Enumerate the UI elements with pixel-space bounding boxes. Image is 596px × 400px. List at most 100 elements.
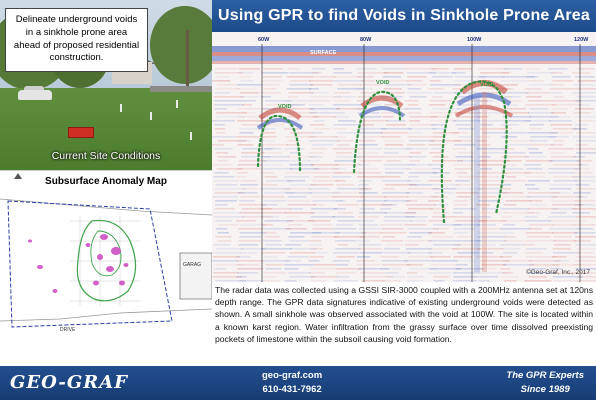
radar-texture bbox=[529, 264, 560, 266]
radar-texture bbox=[577, 104, 590, 106]
radar-texture bbox=[407, 112, 421, 114]
radar-texture bbox=[454, 140, 473, 142]
radar-texture bbox=[504, 96, 521, 98]
radar-texture bbox=[384, 212, 416, 214]
radar-texture bbox=[360, 92, 378, 94]
phone-number[interactable]: 610-431-7962 bbox=[262, 384, 322, 395]
radar-texture bbox=[358, 132, 383, 134]
radar-texture bbox=[238, 240, 262, 242]
radar-texture bbox=[433, 204, 448, 206]
radar-texture bbox=[382, 68, 405, 70]
radar-texture bbox=[501, 136, 518, 138]
radar-texture bbox=[505, 160, 522, 162]
radar-texture bbox=[455, 192, 479, 194]
radar-texture bbox=[477, 216, 491, 218]
radar-texture bbox=[428, 232, 445, 234]
radar-texture bbox=[551, 192, 571, 194]
radar-texture bbox=[380, 208, 392, 210]
radar-texture bbox=[553, 176, 581, 178]
radar-texture bbox=[550, 144, 564, 146]
radar-texture bbox=[287, 140, 301, 142]
radar-texture bbox=[428, 200, 440, 202]
radar-texture bbox=[406, 280, 424, 282]
radar-texture bbox=[285, 212, 315, 214]
radar-texture bbox=[288, 104, 305, 106]
marker-label-80w: 80W bbox=[360, 37, 372, 43]
radar-texture bbox=[214, 216, 245, 218]
radar-texture bbox=[241, 216, 273, 218]
radar-texture bbox=[524, 164, 541, 166]
radar-texture bbox=[452, 224, 480, 226]
radar-texture bbox=[237, 120, 269, 122]
radar-texture bbox=[309, 244, 323, 246]
radar-texture bbox=[525, 232, 554, 234]
radar-texture bbox=[240, 252, 258, 254]
radar-texture bbox=[573, 224, 596, 226]
radar-texture bbox=[213, 96, 245, 98]
radar-texture bbox=[528, 180, 551, 182]
radar-texture bbox=[308, 188, 330, 190]
radar-texture bbox=[525, 248, 547, 250]
radar-texture bbox=[572, 136, 596, 138]
radar-texture bbox=[238, 204, 266, 206]
radar-texture bbox=[382, 180, 411, 182]
radar-texture bbox=[553, 244, 571, 246]
radar-texture bbox=[336, 184, 355, 186]
radar-texture bbox=[217, 140, 247, 142]
radar-texture bbox=[263, 192, 296, 194]
radar-texture bbox=[404, 240, 432, 242]
radar-texture bbox=[336, 256, 355, 258]
radar-texture bbox=[289, 132, 314, 134]
radar-texture bbox=[477, 244, 496, 246]
radar-texture bbox=[357, 176, 383, 178]
radar-texture bbox=[429, 112, 461, 114]
radar-texture bbox=[576, 228, 594, 230]
radar-texture bbox=[385, 276, 406, 278]
radar-texture bbox=[332, 136, 347, 138]
radar-texture bbox=[576, 280, 596, 282]
radar-texture bbox=[285, 144, 301, 146]
radar-texture bbox=[407, 256, 434, 258]
radar-texture bbox=[308, 104, 324, 106]
radar-texture bbox=[502, 116, 531, 118]
radar-texture bbox=[313, 128, 331, 130]
radar-texture bbox=[284, 100, 312, 102]
radar-texture bbox=[433, 228, 449, 230]
radar-texture bbox=[575, 140, 596, 142]
radar-texture bbox=[239, 76, 252, 78]
radar-texture bbox=[332, 228, 357, 230]
radar-texture bbox=[478, 200, 499, 202]
radar-texture bbox=[310, 212, 329, 214]
radar-texture bbox=[332, 176, 352, 178]
radar-texture bbox=[237, 268, 264, 270]
radar-texture bbox=[481, 264, 507, 266]
radar-texture bbox=[406, 264, 424, 266]
radar-texture bbox=[457, 136, 472, 138]
radar-texture bbox=[452, 72, 466, 74]
radar-texture bbox=[261, 128, 276, 130]
radar-texture bbox=[528, 112, 554, 114]
radar-texture bbox=[576, 248, 596, 250]
radar-texture bbox=[312, 232, 340, 234]
radar-texture bbox=[333, 112, 345, 114]
radar-texture bbox=[407, 228, 439, 230]
radar-texture bbox=[505, 176, 517, 178]
radar-texture bbox=[528, 208, 559, 210]
radar-texture bbox=[212, 164, 233, 166]
radar-texture bbox=[478, 280, 491, 282]
radar-texture bbox=[241, 152, 265, 154]
radar-texture bbox=[548, 68, 568, 70]
radar-texture bbox=[552, 100, 582, 102]
website-link[interactable]: geo-graf.com bbox=[262, 370, 323, 381]
radar-texture bbox=[548, 168, 580, 170]
radar-texture bbox=[454, 228, 475, 230]
radar-texture bbox=[504, 120, 532, 122]
radar-texture bbox=[455, 184, 471, 186]
radar-texture bbox=[284, 244, 302, 246]
radar-texture bbox=[501, 72, 512, 74]
radar-texture bbox=[382, 76, 401, 78]
radar-texture bbox=[216, 112, 247, 114]
radar-texture bbox=[553, 280, 577, 282]
radar-texture bbox=[240, 180, 257, 182]
radar-texture bbox=[359, 84, 382, 86]
